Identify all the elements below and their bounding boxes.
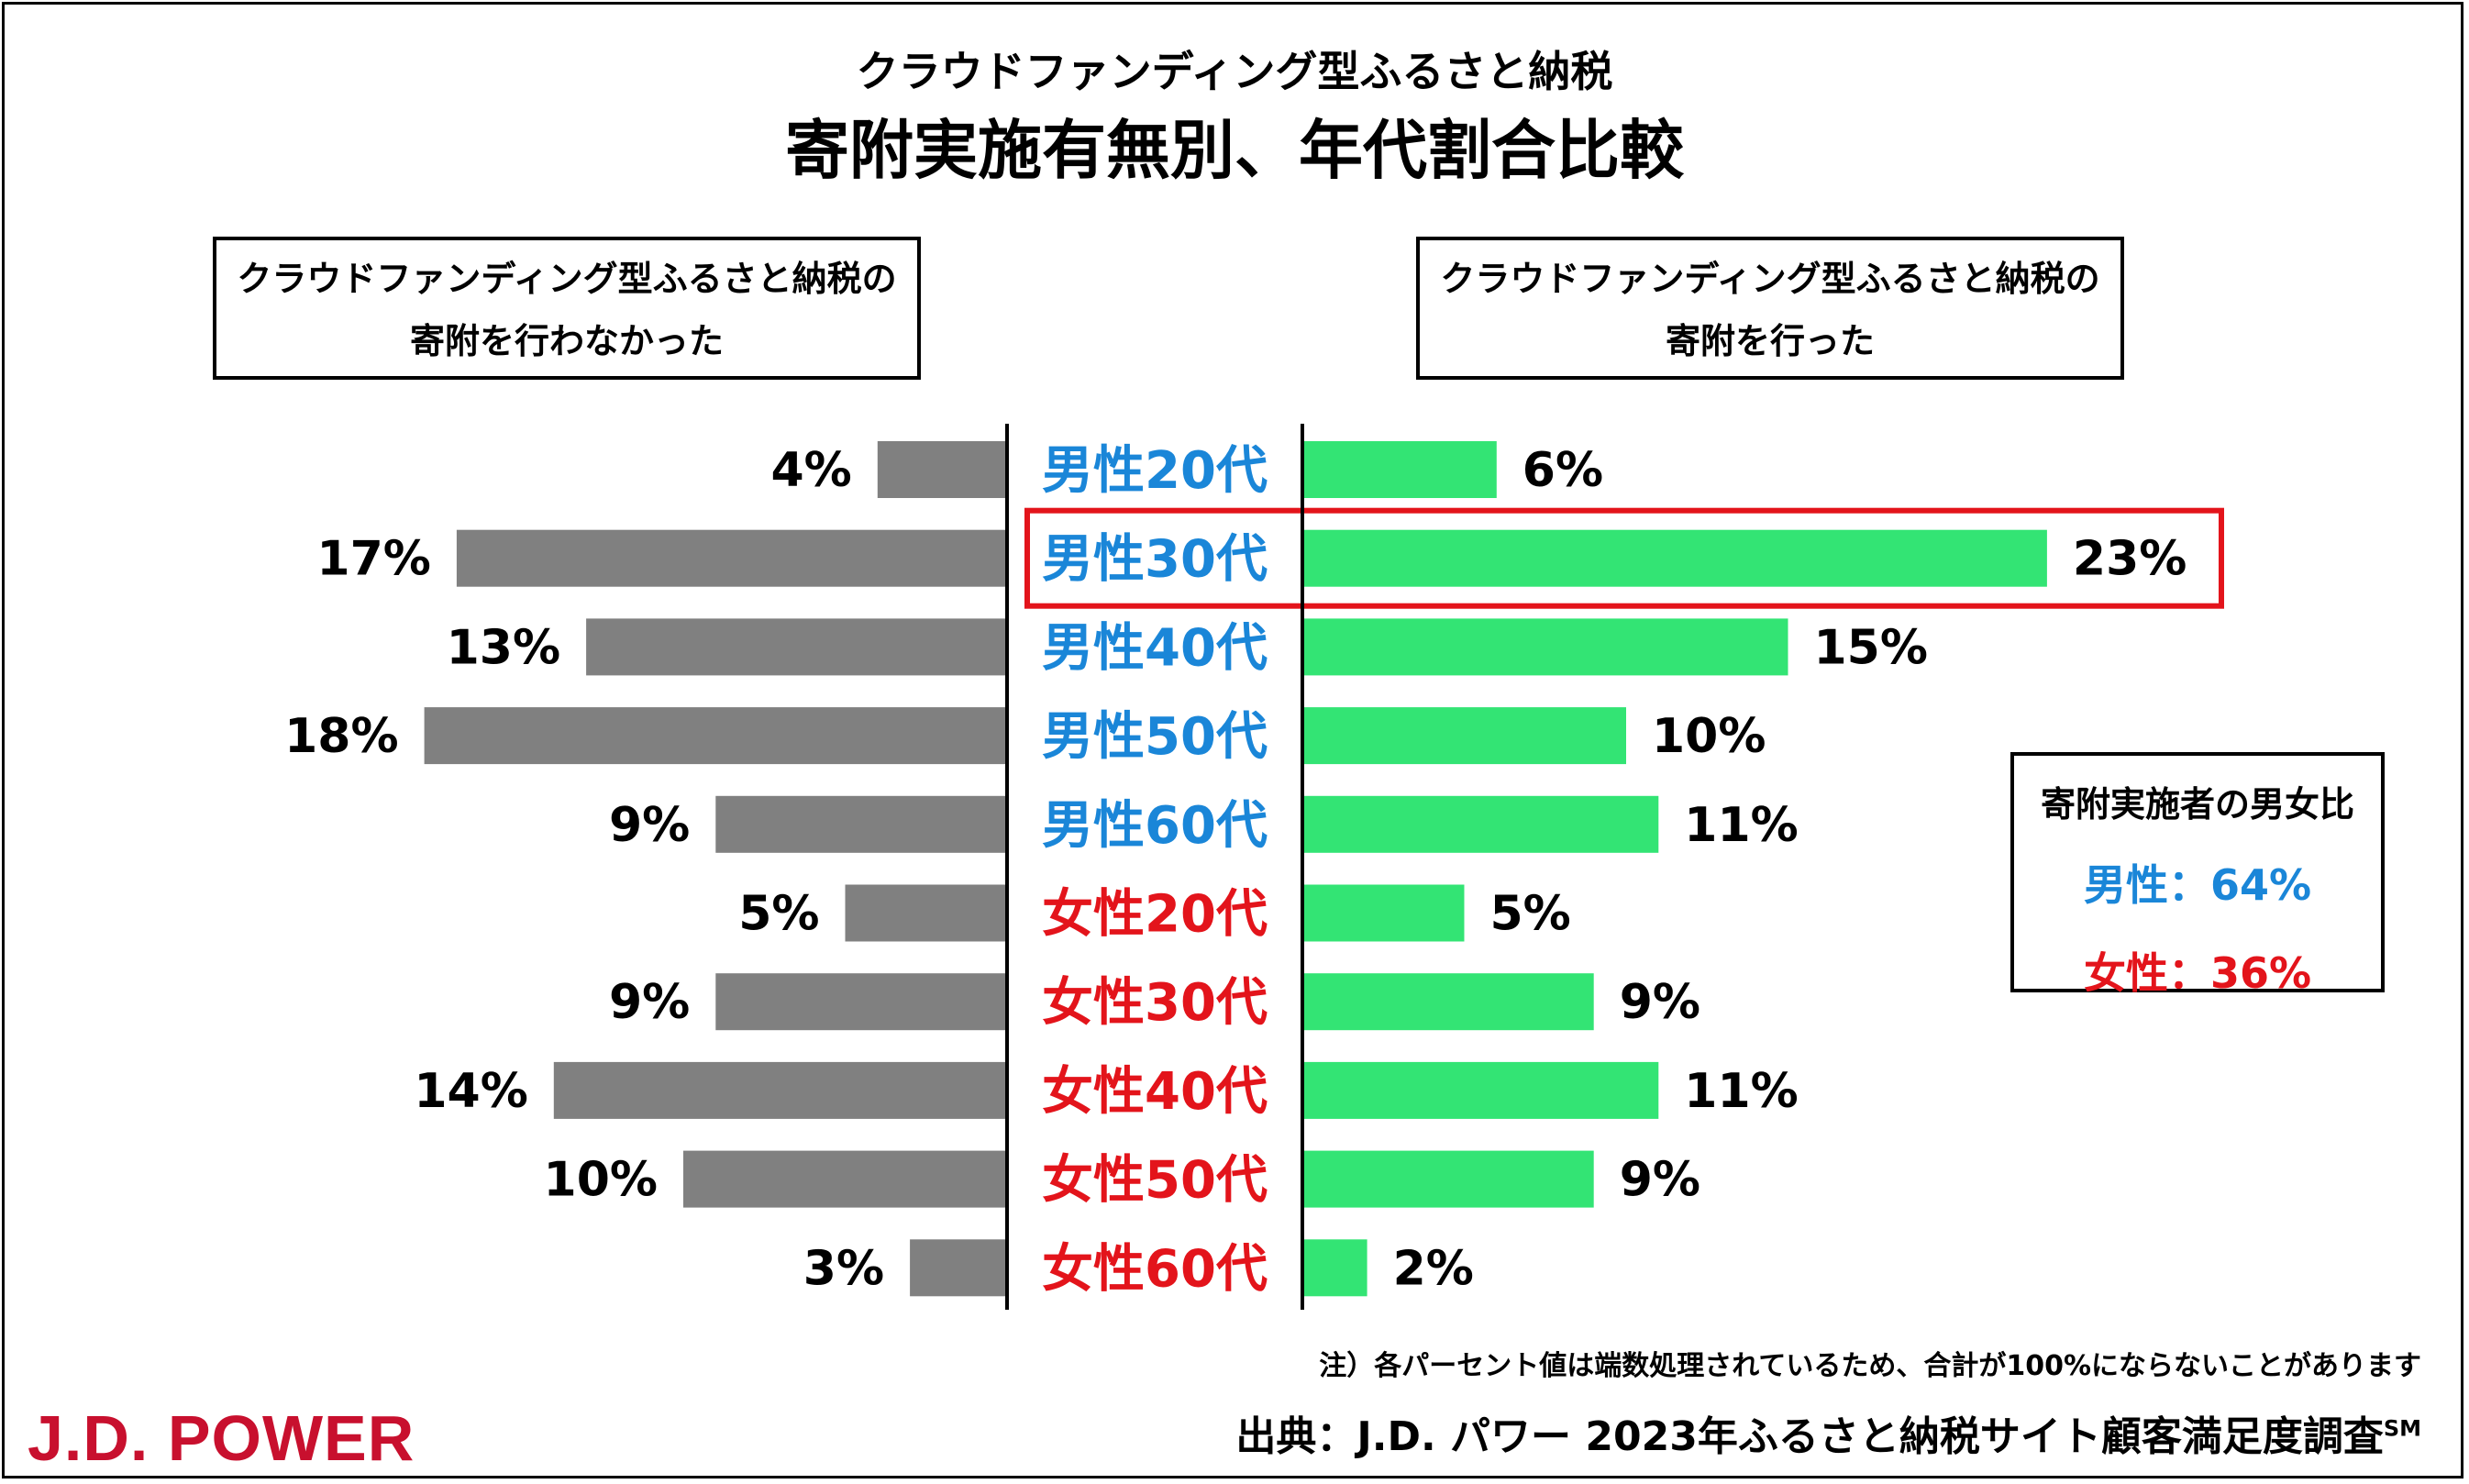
- bar-donated-6: [1302, 884, 1465, 942]
- gender-ratio-female: 女性：36%: [2083, 948, 2312, 998]
- label-not-donated-5: 9%: [609, 798, 690, 853]
- footnote: 注）各パーセント値は端数処理されているため、合計が100%にならないことがありま…: [1319, 1350, 2421, 1382]
- label-donated-10: 2%: [1393, 1241, 1474, 1296]
- category-label-9: 女性50代: [1042, 1151, 1268, 1211]
- category-label-1: 男性20代: [1042, 441, 1268, 501]
- gender-ratio-title: 寄附実施者の男女比: [2040, 784, 2354, 825]
- service-mark: SM: [2383, 1415, 2421, 1442]
- gender-ratio-box: 寄附実施者の男女比 男性：64% 女性：36%: [2010, 752, 2385, 998]
- label-donated-7: 9%: [1620, 975, 1700, 1030]
- bar-not-donated-10: [910, 1239, 1007, 1297]
- bar-donated-1: [1302, 441, 1497, 498]
- bar-not-donated-7: [715, 973, 1007, 1031]
- source-text: 出典：J.D. パワー 2023年ふるさと納税サイト顧客満足度調査: [1235, 1413, 2384, 1460]
- label-not-donated-2: 17%: [316, 532, 430, 587]
- label-not-donated-10: 3%: [803, 1241, 884, 1296]
- source-line: 出典：J.D. パワー 2023年ふるさと納税サイト顧客満足度調査SM: [1235, 1403, 2421, 1462]
- gender-ratio-male: 男性：64%: [2083, 860, 2312, 910]
- panel-donated-line1: クラウドファンディング型ふるさと納税の: [1440, 259, 2100, 299]
- bar-not-donated-9: [683, 1150, 1007, 1208]
- label-not-donated-7: 9%: [609, 975, 690, 1030]
- label-donated-9: 9%: [1620, 1153, 1700, 1208]
- label-donated-2: 23%: [2073, 532, 2187, 587]
- bar-donated-7: [1302, 973, 1594, 1031]
- label-not-donated-8: 14%: [414, 1064, 527, 1119]
- bar-not-donated-2: [456, 529, 1007, 587]
- label-not-donated-4: 18%: [284, 709, 398, 764]
- bar-donated-3: [1302, 618, 1788, 676]
- category-label-10: 女性60代: [1042, 1239, 1268, 1299]
- category-label-6: 女性20代: [1042, 885, 1268, 945]
- panel-not-donated-line2: 寄附を行わなかった: [409, 321, 724, 361]
- bar-not-donated-4: [424, 707, 1008, 765]
- highlight-box: [1024, 507, 2224, 609]
- bar-donated-4: [1302, 707, 1626, 765]
- label-donated-8: 11%: [1684, 1064, 1798, 1119]
- label-donated-4: 10%: [1652, 709, 1766, 764]
- bar-not-donated-3: [586, 618, 1007, 676]
- jd-power-logo: J.D. POWER: [28, 1402, 415, 1474]
- panel-not-donated: クラウドファンディング型ふるさと納税の 寄附を行わなかった: [213, 237, 921, 380]
- label-donated-1: 6%: [1522, 443, 1603, 498]
- bar-not-donated-1: [877, 441, 1007, 498]
- bar-donated-8: [1302, 1061, 1659, 1119]
- category-label-7: 女性30代: [1042, 973, 1268, 1033]
- bar-not-donated-6: [845, 884, 1007, 942]
- bar-donated-2: [1302, 529, 2047, 587]
- label-donated-5: 11%: [1684, 798, 1798, 853]
- category-label-5: 男性60代: [1042, 796, 1268, 856]
- bar-donated-10: [1302, 1239, 1367, 1297]
- chart-title: クラウドファンディング型ふるさと納税: [856, 47, 1613, 96]
- panel-donated-line2: 寄附を行った: [1665, 321, 1875, 361]
- bar-donated-9: [1302, 1150, 1594, 1208]
- label-not-donated-6: 5%: [738, 887, 819, 942]
- label-donated-3: 15%: [1814, 620, 1928, 675]
- label-not-donated-3: 13%: [447, 620, 560, 675]
- bar-not-donated-8: [553, 1061, 1007, 1119]
- label-not-donated-9: 10%: [544, 1153, 658, 1208]
- category-label-2: 男性30代: [1042, 530, 1268, 590]
- category-label-4: 男性50代: [1042, 707, 1268, 767]
- label-not-donated-1: 4%: [771, 443, 852, 498]
- bar-donated-5: [1302, 795, 1659, 853]
- category-label-3: 男性40代: [1042, 618, 1268, 678]
- panel-donated: クラウドファンディング型ふるさと納税の 寄附を行った: [1416, 237, 2124, 380]
- label-donated-6: 5%: [1490, 887, 1571, 942]
- category-label-8: 女性40代: [1042, 1062, 1268, 1122]
- panel-not-donated-line1: クラウドファンディング型ふるさと納税の: [237, 259, 897, 299]
- bar-not-donated-5: [715, 795, 1007, 853]
- chart-subtitle: 寄附実施有無別、年代割合比較: [785, 113, 1684, 188]
